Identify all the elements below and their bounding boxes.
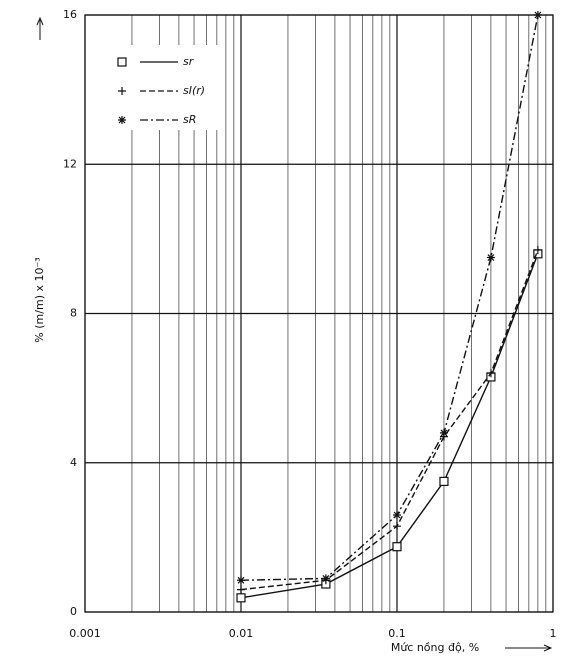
marker	[237, 576, 245, 585]
marker	[392, 542, 402, 552]
y-tick-label: 16	[63, 8, 77, 21]
series-line	[240, 14, 539, 581]
marker	[393, 510, 401, 519]
legend-label: sr	[183, 55, 195, 68]
y-tick-label: 12	[63, 157, 77, 170]
marker	[533, 11, 542, 19]
marker	[393, 522, 401, 531]
marker	[486, 253, 495, 262]
legend-marker	[118, 87, 126, 95]
marker	[486, 369, 495, 378]
y-tick-label: 4	[70, 456, 77, 469]
x-tick-label: 0.01	[229, 627, 254, 640]
y-tick-label: 0	[70, 605, 77, 618]
series-line	[240, 249, 539, 591]
marker	[236, 593, 246, 603]
marker	[321, 574, 330, 583]
marker	[439, 428, 448, 437]
y-arrow-head	[36, 16, 44, 26]
x-axis-label: Mức nồng độ, %	[391, 641, 479, 654]
y-tick-label: 8	[70, 307, 77, 320]
y-axis-label: % (m/m) x 10⁻³	[33, 257, 46, 342]
marker	[533, 246, 542, 255]
legend-label: sI(r)	[183, 84, 205, 97]
x-arrow-head	[543, 644, 553, 652]
x-tick-label: 0.1	[388, 627, 406, 640]
marker	[439, 476, 449, 487]
legend-marker	[118, 116, 126, 124]
x-tick-label: 0.001	[69, 627, 101, 640]
series-line	[240, 253, 539, 599]
legend-marker	[117, 57, 127, 67]
legend-label: sR	[183, 113, 196, 126]
marker	[237, 585, 245, 594]
x-tick-label: 1	[550, 627, 557, 640]
